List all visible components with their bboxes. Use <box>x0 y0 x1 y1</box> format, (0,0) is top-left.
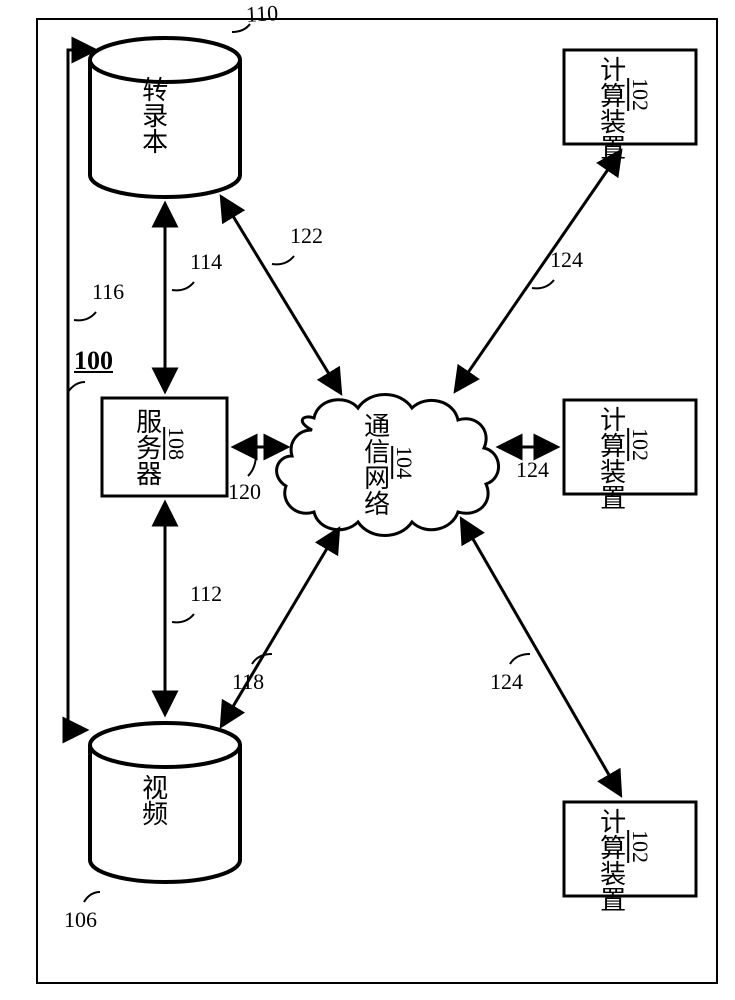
ref-112: 112 <box>190 582 222 606</box>
ref-cloud: 104 <box>392 446 416 479</box>
ref-120: 120 <box>228 480 261 504</box>
lead-120 <box>248 454 256 476</box>
lead-124c <box>532 280 554 288</box>
lead-116 <box>74 312 96 320</box>
ref-dev1: 102 <box>628 830 652 863</box>
lead-112 <box>172 614 194 622</box>
ref-124a: 124 <box>490 670 523 694</box>
figure-ref: 100 <box>74 347 113 376</box>
lead-100 <box>68 382 85 392</box>
ref-dev3: 102 <box>628 78 652 111</box>
label-server: 服务器 <box>132 408 161 486</box>
ref-114: 114 <box>190 250 222 274</box>
label-transcript: 转录本 <box>138 76 167 154</box>
ref-transcript: 110 <box>245 1 278 27</box>
lead-122 <box>272 256 294 264</box>
ref-video: 106 <box>64 908 97 932</box>
lead-106 <box>84 892 100 902</box>
edge-118 <box>222 530 338 725</box>
label-dev1: 计算装置 <box>596 808 625 912</box>
ref-124b: 124 <box>516 458 549 482</box>
lead-114 <box>172 282 194 290</box>
ref-118: 118 <box>232 670 264 694</box>
edge-124-bottom <box>462 520 620 794</box>
edge-124-top <box>456 152 620 390</box>
ref-server: 108 <box>164 427 188 460</box>
label-video: 视频 <box>138 774 167 826</box>
ref-dev2: 102 <box>628 428 652 461</box>
ref-124c: 124 <box>550 248 583 272</box>
label-dev2: 计算装置 <box>596 406 625 510</box>
ref-122: 122 <box>290 224 323 248</box>
lead-124a <box>510 654 530 664</box>
label-cloud: 通信网络 <box>360 412 389 516</box>
label-dev3: 计算装置 <box>596 56 625 160</box>
ref-116: 116 <box>92 280 124 304</box>
